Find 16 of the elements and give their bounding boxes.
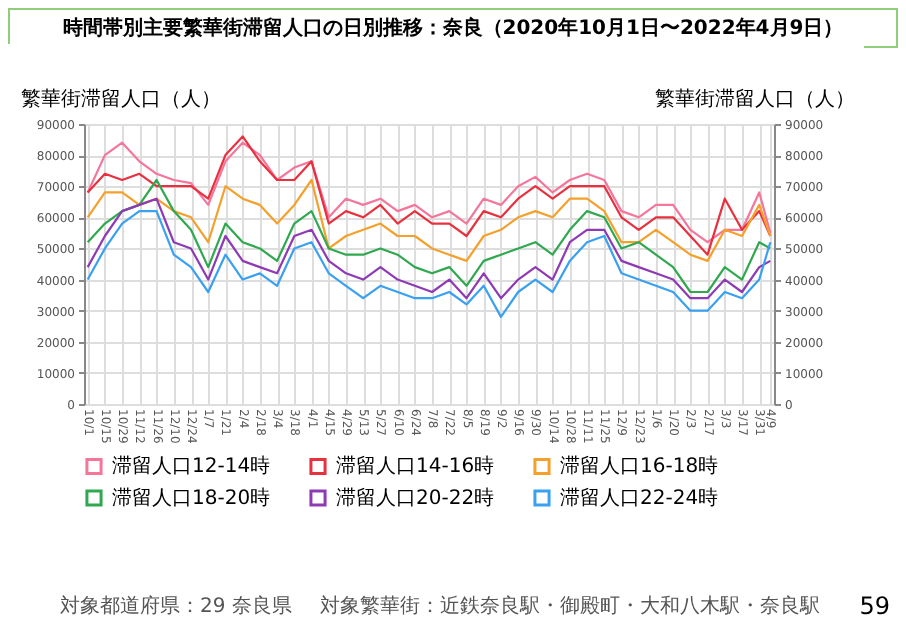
text: 59 <box>859 592 890 620</box>
legend-label: 滞留人口14-16時 <box>336 454 495 479</box>
legend-label: 滞留人口12-14時 <box>112 454 271 479</box>
legend-label: 滞留人口20-22時 <box>336 486 495 510</box>
text: 対象繁華街：近鉄奈良駅・御殿町・大和八木駅・奈良駅 <box>319 593 820 620</box>
y2-axis-title: 繁華街滞留人口（人） <box>655 87 855 111</box>
line-series <box>86 197 772 300</box>
line-series <box>86 178 772 262</box>
line-series <box>86 178 772 294</box>
legend-label: 滞留人口16-18時 <box>560 454 719 479</box>
y-axis-title: 繁華街滞留人口（人） <box>21 87 221 111</box>
legend-label: 滞留人口18-20時 <box>112 486 271 510</box>
legend-label: 滞留人口22-24時 <box>560 486 719 510</box>
line-series <box>86 210 772 318</box>
text: 対象都道府県：29 奈良県 <box>60 593 292 620</box>
chart-title: 時間帯別主要繁華街滞留人口の日別推移：奈良（2020年10月1日〜2022年4月9日） <box>8 8 898 48</box>
